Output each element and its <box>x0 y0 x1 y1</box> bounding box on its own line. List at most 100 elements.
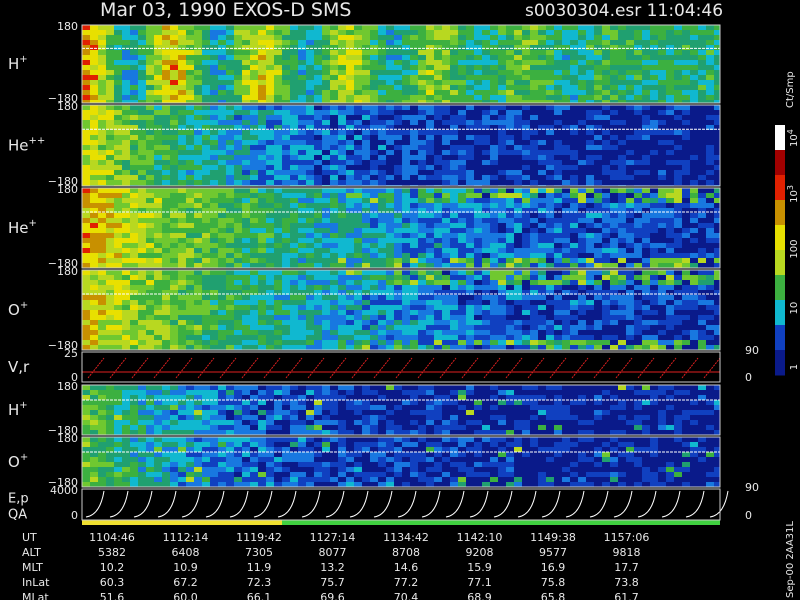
spectrogram-cell <box>642 193 650 198</box>
spectrogram-cell <box>242 410 250 415</box>
spectrogram-cell <box>170 320 178 325</box>
spectrogram-cell <box>306 430 314 435</box>
spectrogram-cell <box>386 35 394 40</box>
spectrogram-cell <box>330 340 338 345</box>
spectrogram-cell <box>98 110 106 115</box>
spectrogram-cell <box>106 425 114 430</box>
spectrogram-cell <box>642 285 650 290</box>
spectrogram-cell <box>306 238 314 243</box>
spectrogram-cell <box>354 75 362 80</box>
spectrogram-cell <box>282 125 290 130</box>
spectrogram-cell <box>218 188 226 193</box>
spectrogram-cell <box>210 425 218 430</box>
spectrogram-cell <box>138 100 146 103</box>
spectrogram-cell <box>642 218 650 223</box>
spectrogram-cell <box>146 193 154 198</box>
spectrogram-cell <box>362 75 370 80</box>
spectrogram-cell <box>458 325 466 330</box>
spectrogram-cell <box>162 120 170 125</box>
spectrogram-cell <box>386 120 394 125</box>
spectrogram-cell <box>674 160 682 165</box>
spectrogram-cell <box>122 125 130 130</box>
spectrogram-cell <box>98 80 106 85</box>
spectrogram-cell <box>170 270 178 275</box>
spectrogram-cell <box>674 238 682 243</box>
spectrogram-cell <box>594 193 602 198</box>
spectrogram-cell <box>314 30 322 35</box>
spectrogram-cell <box>506 325 514 330</box>
spectrogram-cell <box>258 223 266 228</box>
spectrogram-cell <box>194 160 202 165</box>
spectrogram-cell <box>410 115 418 120</box>
spectrogram-cell <box>258 165 266 170</box>
spectrogram-cell <box>210 280 218 285</box>
spectrogram-cell <box>106 160 114 165</box>
spectrogram-cell <box>314 100 322 103</box>
spectrogram-cell <box>466 208 474 213</box>
spectrogram-cell <box>394 310 402 315</box>
spectrogram-cell <box>418 188 426 193</box>
spectrogram-cell <box>106 140 114 145</box>
spectrogram-cell <box>586 145 594 150</box>
spectrogram-cell <box>418 203 426 208</box>
spectrogram-cell <box>586 258 594 263</box>
spectrogram-cell <box>482 315 490 320</box>
spectrogram-cell <box>346 100 354 103</box>
spectrogram-cell <box>378 310 386 315</box>
spectrogram-cell <box>202 295 210 300</box>
spectrogram-cell <box>258 295 266 300</box>
spectrogram-cell <box>306 228 314 233</box>
spectrogram-cell <box>178 55 186 60</box>
spectrogram-cell <box>514 80 522 85</box>
spectrogram-cell <box>258 188 266 193</box>
spectrogram-cell <box>402 165 410 170</box>
spectrogram-cell <box>378 228 386 233</box>
spectrogram-cell <box>266 165 274 170</box>
spectrogram-cell <box>658 208 666 213</box>
spectrogram-cell <box>370 90 378 95</box>
spectrogram-cell <box>474 263 482 268</box>
spectrogram-cell <box>354 325 362 330</box>
spectrogram-cell <box>618 253 626 258</box>
spectrogram-cell <box>138 270 146 275</box>
spectrogram-cell <box>314 180 322 185</box>
spectrogram-cell <box>394 100 402 103</box>
spectrogram-cell <box>690 55 698 60</box>
spectrogram-cell <box>626 65 634 70</box>
spectrogram-cell <box>258 115 266 120</box>
spectrogram-cell <box>250 155 258 160</box>
spectrogram-cell <box>682 258 690 263</box>
spectrogram-cell <box>354 213 362 218</box>
spectrogram-cell <box>146 430 154 435</box>
spectrogram-cell <box>170 325 178 330</box>
spectrogram-cell <box>634 65 642 70</box>
spectrogram-cell <box>546 228 554 233</box>
spectrogram-cell <box>578 335 586 340</box>
spectrogram-cell <box>162 125 170 130</box>
spectrogram-cell <box>146 135 154 140</box>
spectrogram-cell <box>146 295 154 300</box>
spectrogram-cell <box>450 325 458 330</box>
spectrogram-cell <box>90 295 98 300</box>
spectrogram-cell <box>354 310 362 315</box>
spectrogram-cell <box>146 65 154 70</box>
spectrogram-cell <box>90 345 98 350</box>
spectrogram-cell <box>690 198 698 203</box>
spectrogram-cell <box>650 130 658 135</box>
spectrogram-cell <box>522 270 530 275</box>
spectrogram-cell <box>234 248 242 253</box>
spectrogram-cell <box>266 253 274 258</box>
spectrogram-cell <box>490 218 498 223</box>
spectrogram-cell <box>186 213 194 218</box>
spectrogram-cell <box>426 90 434 95</box>
spectrogram-cell <box>450 295 458 300</box>
spectrogram-cell <box>170 100 178 103</box>
spectrogram-cell <box>178 125 186 130</box>
spectrogram-cell <box>402 325 410 330</box>
spectrogram-cell <box>250 420 258 425</box>
spectrogram-cell <box>114 263 122 268</box>
spectrogram-cell <box>162 238 170 243</box>
spectrogram-cell <box>434 400 442 405</box>
spectrogram-cell <box>426 65 434 70</box>
spectrogram-cell <box>194 233 202 238</box>
